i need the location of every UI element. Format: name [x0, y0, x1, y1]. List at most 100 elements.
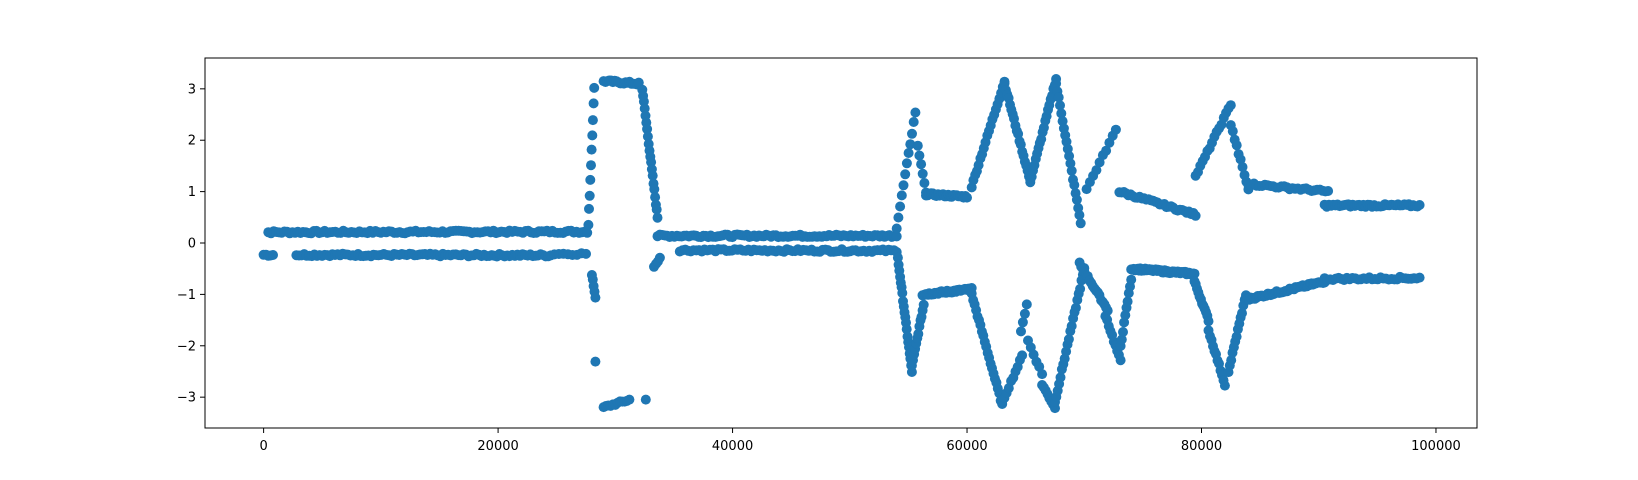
data-point: [1237, 162, 1248, 172]
data-point: [1110, 124, 1121, 135]
data-point: [1051, 78, 1062, 89]
data-point: [584, 203, 594, 214]
data-point: [1074, 210, 1085, 220]
data-point: [1225, 100, 1236, 111]
data-point: [1237, 308, 1247, 319]
data-point: [1075, 283, 1086, 294]
data-point: [590, 356, 601, 367]
y-tick-label: 3: [188, 82, 196, 97]
data-point: [905, 139, 916, 150]
data-point: [913, 328, 924, 339]
data-point: [1019, 308, 1030, 319]
data-point: [587, 115, 598, 126]
data-point: [1226, 355, 1237, 366]
y-tick-label: 0: [188, 237, 196, 252]
data-point: [1053, 92, 1064, 103]
data-point: [962, 192, 972, 203]
data-point: [1056, 108, 1067, 119]
data-point: [650, 192, 661, 203]
data-point: [1323, 186, 1334, 196]
data-point: [1116, 334, 1127, 345]
x-tick-label: 60000: [946, 439, 987, 454]
data-point: [1227, 126, 1238, 137]
data-point: [590, 292, 601, 303]
data-point: [910, 107, 921, 118]
y-tick-label: 1: [188, 185, 196, 200]
x-tick-label: 80000: [1181, 439, 1222, 454]
data-point: [585, 174, 596, 185]
data-point: [1075, 218, 1086, 229]
data-point: [1115, 355, 1126, 366]
data-point: [1189, 268, 1200, 279]
data-point: [587, 130, 598, 141]
data-point: [268, 250, 278, 260]
data-point: [1071, 194, 1082, 205]
x-tick-label: 40000: [712, 439, 753, 454]
data-point: [1231, 140, 1242, 151]
data-point: [901, 324, 912, 335]
data-point: [919, 178, 930, 188]
x-tick-label: 100000: [1411, 439, 1461, 454]
plot-frame: [204, 57, 1478, 429]
data-point: [582, 227, 593, 238]
data-point: [897, 288, 908, 298]
data-point: [651, 204, 662, 215]
data-point: [908, 117, 919, 127]
y-tick-label: 2: [188, 134, 196, 149]
data-point: [1126, 274, 1137, 285]
y-axis: 3 2 1 0 −1 −2 −3: [177, 82, 205, 406]
data-point: [1055, 100, 1065, 111]
data-point: [624, 394, 635, 405]
y-tick-label: −1: [177, 288, 196, 303]
data-point: [1065, 158, 1076, 169]
data-points: [258, 74, 1425, 414]
data-point: [1017, 350, 1028, 361]
y-tick-label: −3: [177, 391, 196, 406]
data-point: [901, 158, 912, 169]
data-point: [640, 394, 651, 405]
data-point: [583, 219, 594, 230]
data-point: [891, 223, 902, 234]
data-point: [642, 131, 653, 142]
data-point: [1070, 302, 1081, 313]
data-point: [1063, 334, 1074, 345]
data-point: [903, 148, 914, 158]
data-point: [584, 190, 595, 201]
data-point: [589, 82, 600, 93]
data-point: [891, 231, 902, 242]
data-point: [1235, 154, 1246, 165]
data-point: [1118, 327, 1128, 337]
data-point: [1037, 369, 1048, 380]
data-point: [586, 144, 597, 155]
data-point: [1122, 296, 1133, 307]
data-point: [586, 160, 596, 171]
x-tick-label: 20000: [477, 439, 518, 454]
data-point: [647, 170, 658, 181]
data-point: [1219, 380, 1230, 391]
data-point: [1101, 145, 1112, 156]
data-point: [652, 212, 663, 223]
data-point: [1016, 326, 1026, 337]
data-point: [893, 212, 904, 223]
data-point: [914, 150, 925, 161]
data-point: [1190, 210, 1201, 221]
data-point: [1013, 128, 1024, 139]
data-point: [588, 98, 599, 109]
data-point: [639, 103, 650, 114]
data-point: [649, 184, 660, 195]
data-point: [918, 299, 929, 310]
data-point: [654, 252, 665, 263]
data-point: [1414, 200, 1425, 210]
data-point: [912, 140, 923, 151]
data-point: [581, 248, 591, 259]
x-axis: 0 20000 40000 60000 80000 100000: [259, 428, 1461, 454]
data-point: [1017, 317, 1028, 328]
data-point: [896, 190, 907, 201]
data-point: [1064, 151, 1075, 161]
data-point: [1021, 299, 1032, 310]
x-tick-label: 0: [259, 439, 267, 454]
data-point: [900, 169, 911, 180]
data-point: [907, 128, 917, 139]
y-tick-label: −2: [177, 339, 196, 354]
